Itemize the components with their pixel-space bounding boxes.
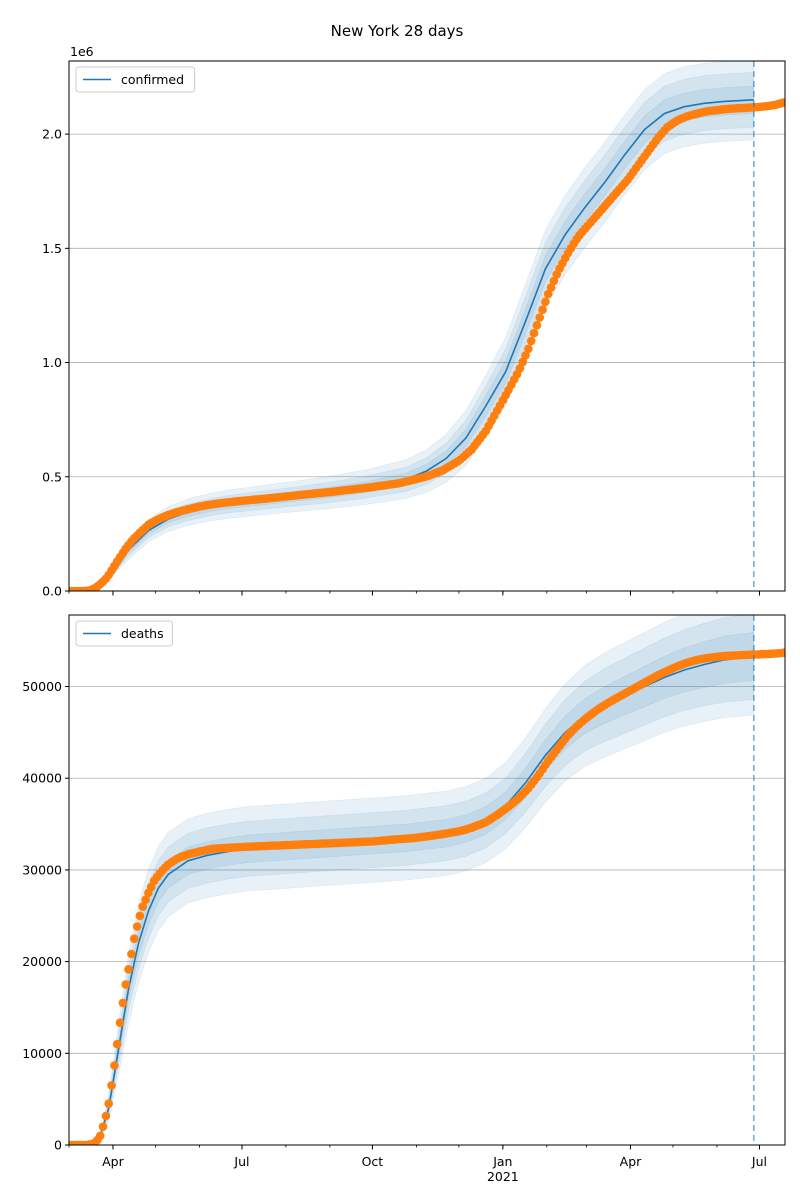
observed-point	[115, 1018, 125, 1027]
observed-point	[524, 344, 533, 354]
legend-label: deaths	[121, 626, 164, 641]
observed-point	[779, 98, 785, 107]
x-tick-label: Jul	[751, 1154, 767, 1169]
legend: deaths	[75, 620, 173, 647]
y-tick-label: 2.0	[42, 127, 62, 142]
observed-point	[98, 1122, 108, 1131]
axes-frame	[68, 614, 786, 1146]
y-tick-label: 1.0	[42, 355, 62, 370]
legend-box	[75, 66, 196, 93]
legend-box	[75, 620, 173, 647]
observed-point	[521, 351, 530, 360]
y-tick-label: 0	[54, 1138, 62, 1153]
plot-area	[69, 61, 785, 591]
observed-point	[112, 1039, 122, 1049]
observed-point	[526, 336, 536, 346]
x-tick-label: Oct	[362, 1154, 384, 1169]
observed-point	[538, 305, 547, 315]
x-tick-label: Jan	[492, 1154, 512, 1169]
y-tick-label: 0.0	[42, 584, 62, 599]
observed-point	[95, 1131, 105, 1141]
x-tick-label: Apr	[102, 1154, 124, 1169]
observed-point	[515, 364, 525, 373]
observed-point	[138, 902, 147, 911]
observed-point	[549, 276, 559, 286]
observed-series	[69, 648, 785, 1145]
legend-label: confirmed	[121, 72, 184, 87]
y-offset-label: 1e6	[70, 44, 94, 59]
y-tick-label: 30000	[22, 862, 62, 877]
observed-point	[104, 1099, 113, 1108]
observed-point	[118, 998, 128, 1008]
y-tick-label: 1.5	[42, 241, 62, 256]
confirmed-panel: 0.0 0.5 1.0 1.5 2.0 1e6 confirmed	[42, 44, 786, 599]
plot-area	[69, 615, 785, 1145]
observed-point	[132, 922, 142, 931]
x-tick-sublabel: 2021	[487, 1169, 519, 1184]
observed-point	[135, 911, 145, 921]
observed-point	[129, 934, 139, 943]
observed-point	[529, 328, 539, 338]
observed-point	[141, 895, 150, 904]
y-tick-label: 0.5	[42, 469, 62, 484]
observed-point	[127, 949, 136, 959]
y-tick-label: 20000	[22, 954, 62, 969]
y-tick-label: 10000	[22, 1046, 62, 1061]
observed-point	[779, 648, 785, 657]
y-tick-label: 50000	[22, 679, 62, 694]
observed-point	[546, 283, 556, 292]
legend: confirmed	[75, 66, 196, 93]
observed-point	[532, 321, 542, 330]
x-tick-label: Apr	[620, 1154, 642, 1169]
observed-point	[107, 1081, 116, 1090]
observed-point	[543, 289, 553, 299]
observed-series	[69, 98, 785, 591]
deaths-panel: 0 10000 20000 30000 40000 50000 Apr Jul Oct Jan20…	[22, 614, 786, 1184]
observed-point	[110, 1061, 119, 1070]
observed-point	[124, 965, 133, 974]
observed-point	[101, 1111, 111, 1121]
y-tick-label: 40000	[22, 771, 62, 786]
observed-point	[535, 313, 544, 322]
observed-point	[121, 980, 130, 989]
observed-point	[541, 297, 550, 307]
observed-point	[518, 357, 527, 367]
axes-frame	[68, 60, 786, 592]
x-tick-label: Jul	[233, 1154, 249, 1169]
figure-title: New York 28 days	[331, 22, 464, 40]
